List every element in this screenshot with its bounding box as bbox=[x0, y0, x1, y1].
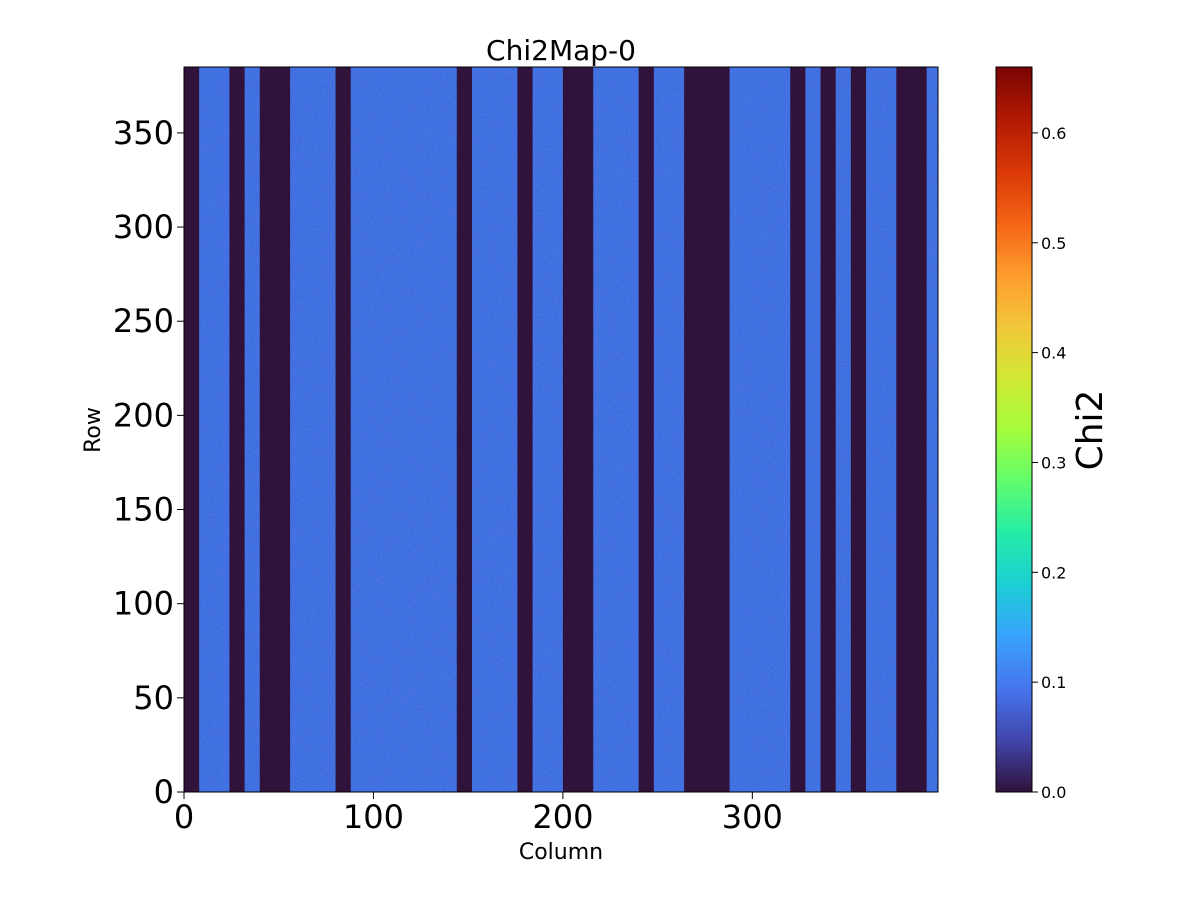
zero-column-1 bbox=[229, 67, 245, 792]
zero-column-4 bbox=[456, 67, 472, 792]
colorbar-tick-label: 0.4 bbox=[1041, 344, 1066, 363]
y-tick-label: 0 bbox=[154, 773, 174, 811]
x-tick-label: 200 bbox=[532, 798, 593, 836]
y-tick-label: 150 bbox=[113, 491, 174, 529]
zero-column-11 bbox=[850, 67, 867, 792]
y-tick-label: 300 bbox=[113, 208, 174, 246]
colorbar-tick-label: 0.6 bbox=[1041, 124, 1066, 143]
zero-column-8 bbox=[684, 67, 730, 792]
colorbar bbox=[995, 66, 1033, 793]
zero-column-3 bbox=[335, 67, 351, 792]
y-axis-ticks: 0 50 100 150 200 250 300 350 bbox=[113, 114, 184, 811]
y-axis-label: Row bbox=[81, 407, 106, 453]
colorbar-tick-label: 0.5 bbox=[1041, 234, 1066, 253]
zero-column-5 bbox=[517, 67, 533, 792]
zero-column-7 bbox=[638, 67, 654, 792]
colorbar-tick-label: 0.2 bbox=[1041, 563, 1066, 582]
y-tick-label: 350 bbox=[113, 114, 174, 152]
zero-column-9 bbox=[790, 67, 806, 792]
zero-column-2 bbox=[259, 67, 291, 792]
y-tick-label: 200 bbox=[113, 396, 174, 434]
x-tick-label: 100 bbox=[343, 798, 404, 836]
y-tick-label: 250 bbox=[113, 302, 174, 340]
zero-column-0 bbox=[184, 67, 200, 792]
zero-column-12 bbox=[896, 67, 927, 792]
x-axis-label: Column bbox=[519, 840, 603, 865]
y-tick-label: 50 bbox=[133, 679, 174, 717]
x-tick-label: 300 bbox=[722, 798, 783, 836]
zero-column-10 bbox=[820, 67, 836, 792]
colorbar-ticks: 0.0 0.1 0.2 0.3 0.4 0.5 0.6 bbox=[1032, 124, 1066, 802]
x-axis-ticks: 0 100 200 300 bbox=[174, 792, 783, 836]
heatmap-noise-texture bbox=[184, 67, 938, 792]
colorbar-tick-label: 0.1 bbox=[1041, 673, 1066, 692]
y-tick-label: 100 bbox=[113, 585, 174, 623]
colorbar-tick-label: 0.0 bbox=[1041, 783, 1066, 802]
chart-title: Chi2Map-0 bbox=[486, 34, 636, 67]
zero-column-6 bbox=[562, 67, 594, 792]
zero-value-columns bbox=[184, 67, 927, 792]
colorbar-label: Chi2 bbox=[1070, 390, 1111, 471]
plot-frame bbox=[183, 66, 939, 793]
colorbar-tick-label: 0.3 bbox=[1041, 453, 1066, 472]
x-tick-label: 0 bbox=[174, 798, 194, 836]
heatmap-plot-area bbox=[184, 67, 938, 792]
